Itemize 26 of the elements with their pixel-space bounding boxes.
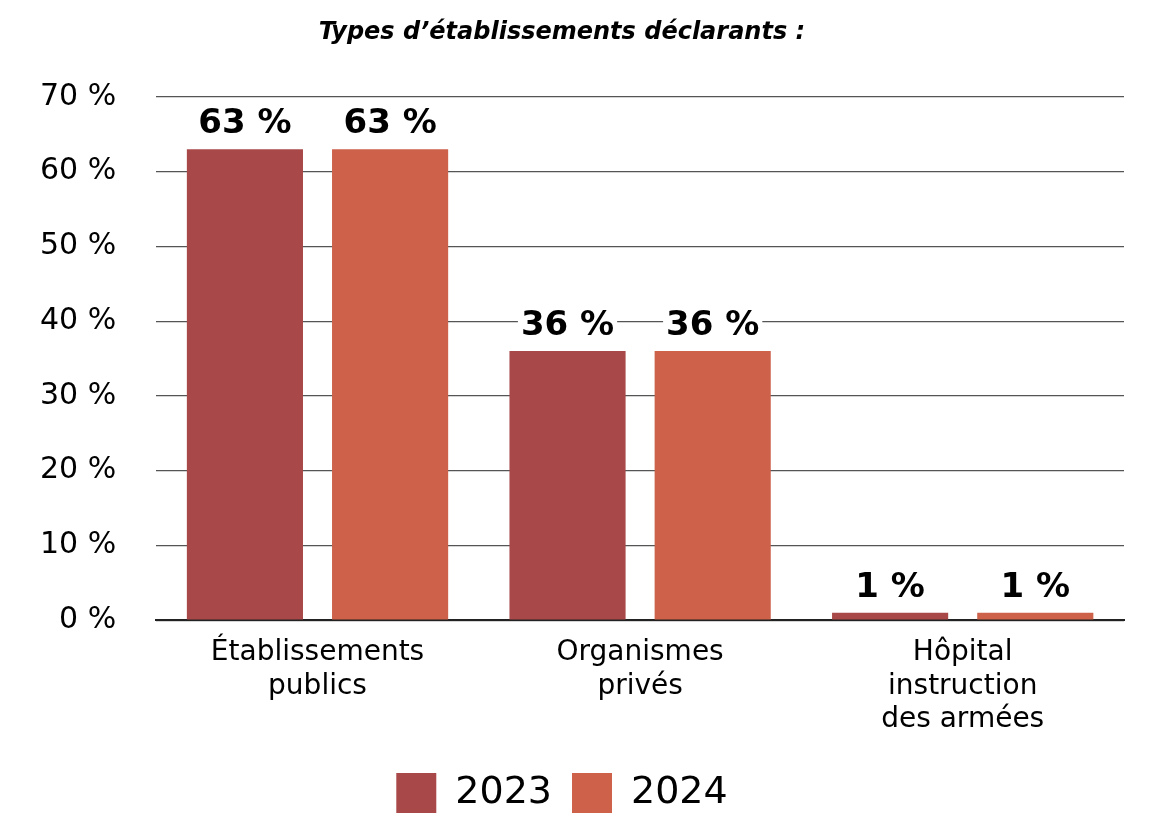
data-label: 1 % (1000, 564, 1071, 605)
legend-label: 2023 (455, 767, 553, 812)
x-tick-label: Hôpital instruction des armées (881, 634, 1045, 735)
bar (332, 149, 449, 620)
y-tick-label: 70 % (40, 76, 117, 112)
y-tick-label: 10 % (40, 525, 117, 561)
y-tick-label: 0 % (59, 600, 117, 635)
legend-label: 2024 (631, 767, 728, 812)
x-tick-label: Organismes privés (556, 634, 724, 701)
bar (509, 351, 626, 620)
data-label: 63 % (198, 100, 292, 141)
y-tick-label: 40 % (40, 300, 117, 336)
data-label: 63 % (343, 100, 437, 141)
data-label: 1 % (855, 564, 925, 605)
chart-title: Types d’établissements déclarants : (318, 16, 806, 45)
x-tick-label: Établissements publics (210, 633, 425, 701)
data-label: 36 % (520, 302, 615, 343)
bar (977, 612, 1094, 620)
y-tick-label: 20 % (40, 450, 117, 486)
bar (832, 612, 949, 620)
data-label: 36 % (666, 302, 760, 343)
y-tick-label: 50 % (40, 226, 117, 262)
bar (654, 351, 771, 620)
y-tick-label: 60 % (40, 151, 117, 187)
y-tick-label: 30 % (40, 375, 117, 411)
bar (186, 149, 303, 620)
